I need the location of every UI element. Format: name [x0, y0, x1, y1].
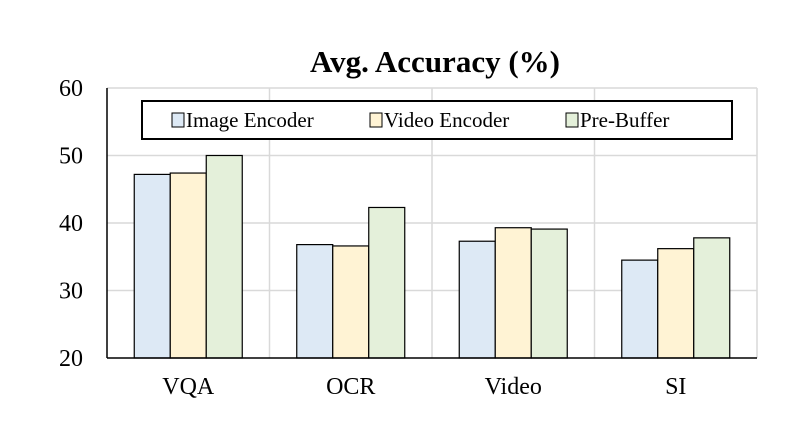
- y-tick-label-50: 50: [59, 144, 83, 170]
- x-tick-label-video: Video: [485, 374, 542, 400]
- bar-ocr-image-encoder: [296, 244, 334, 359]
- legend: Image Encoder Video Encoder Pre-Buffer: [141, 100, 733, 140]
- axes: 20 30 40 50 60 VQA OCR Video SI: [59, 76, 757, 400]
- x-tick-label-si: SI: [665, 374, 686, 400]
- y-tick-label-20: 20: [59, 346, 83, 372]
- bar-video-video-encoder: [494, 227, 532, 359]
- legend-label-image-encoder: Image Encoder: [186, 108, 314, 132]
- bar-video-image-encoder: [458, 240, 496, 359]
- bar-vqa-image-encoder: [133, 173, 171, 359]
- chart-title: Avg. Accuracy (%): [310, 44, 560, 79]
- bar-ocr-video-encoder: [332, 245, 370, 359]
- y-tick-label-30: 30: [59, 279, 83, 305]
- legend-swatch-video-encoder: [369, 112, 383, 128]
- x-tick-label-vqa: VQA: [162, 374, 215, 400]
- x-tick-label-ocr: OCR: [326, 374, 375, 400]
- y-tick-label-60: 60: [59, 76, 83, 102]
- legend-label-pre-buffer: Pre-Buffer: [580, 108, 669, 132]
- bar-si-pre-buffer: [693, 237, 731, 359]
- legend-box: [141, 100, 733, 140]
- legend-swatch-image-encoder: [171, 112, 185, 128]
- bar-video-pre-buffer: [530, 228, 568, 359]
- bar-vqa-video-encoder: [169, 172, 207, 359]
- bars: [133, 154, 731, 359]
- legend-label-video-encoder: Video Encoder: [384, 108, 509, 132]
- y-tick-label-40: 40: [59, 211, 83, 237]
- bar-ocr-pre-buffer: [368, 206, 406, 359]
- legend-swatch-pre-buffer: [565, 112, 579, 128]
- bar-vqa-pre-buffer: [205, 154, 243, 359]
- bar-si-image-encoder: [621, 259, 659, 359]
- bar-si-video-encoder: [657, 248, 695, 359]
